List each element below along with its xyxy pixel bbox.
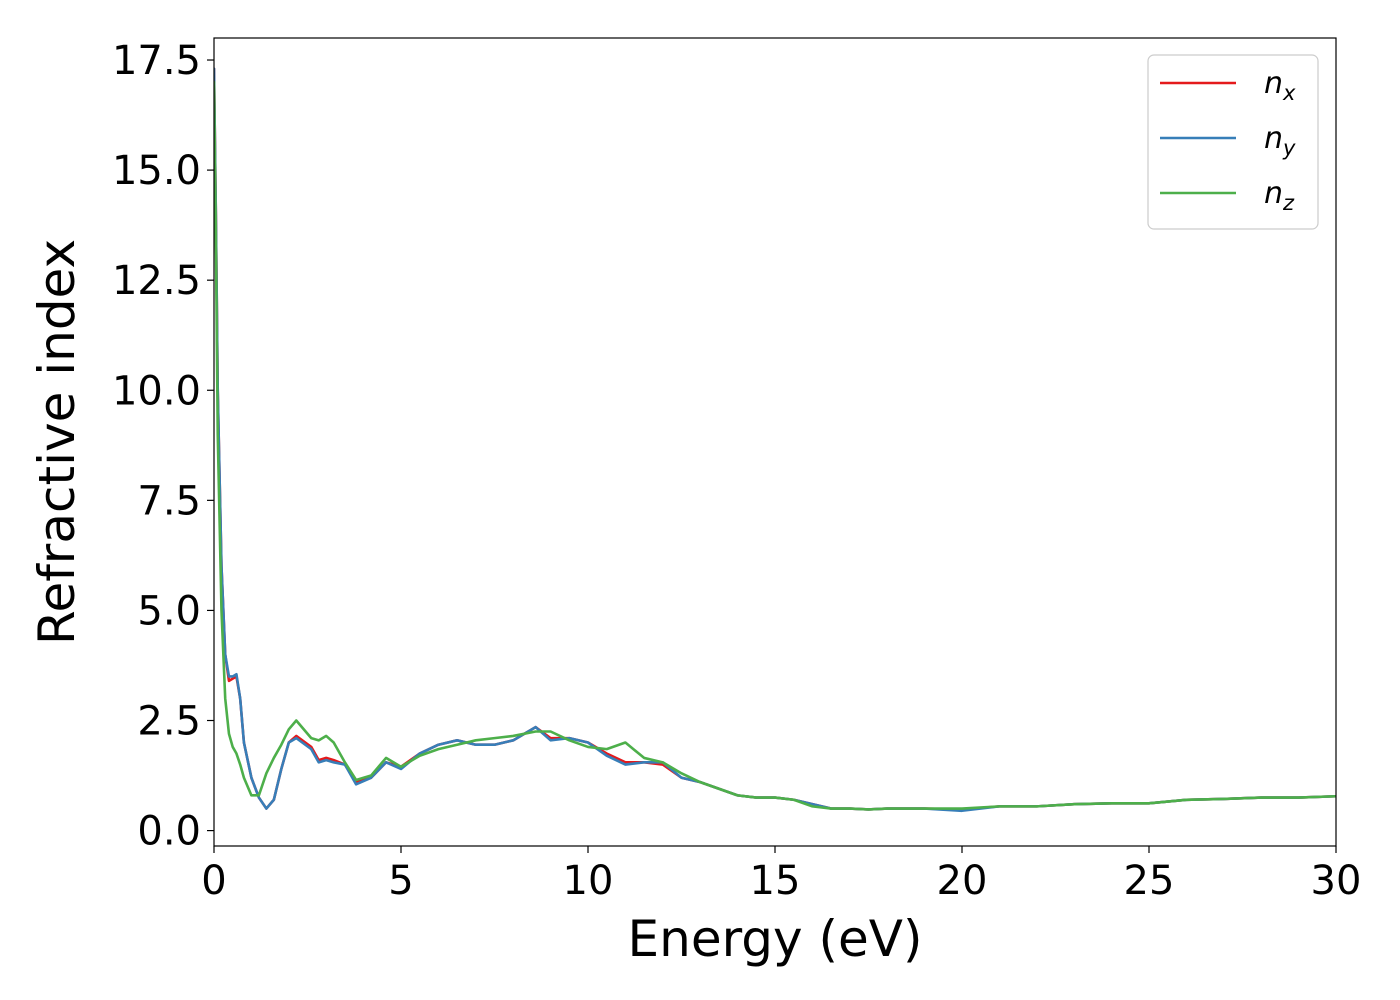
x-axis-label: Energy (eV) — [628, 910, 923, 968]
y-tick-label: 5.0 — [137, 588, 201, 634]
x-tick-label: 25 — [1124, 858, 1175, 904]
legend-box — [1147, 54, 1319, 230]
series-line-nz — [214, 80, 1336, 811]
y-axis-ticks: 0.0 2.5 5.0 7.5 10.0 12.5 15.0 17.5 — [112, 38, 214, 855]
y-tick-label: 0.0 — [137, 809, 201, 855]
y-tick-label: 12.5 — [112, 258, 201, 304]
legend-label-nx: nx — [1264, 66, 1296, 105]
x-tick-label: 30 — [1311, 858, 1362, 904]
y-tick-label: 17.5 — [112, 38, 201, 84]
y-axis-label: Refractive index — [28, 239, 86, 645]
x-tick-label: 5 — [388, 858, 413, 904]
y-tick-label: 2.5 — [137, 699, 201, 745]
x-axis-ticks: 0 5 10 15 20 25 30 — [201, 846, 1361, 904]
series-layer — [214, 67, 1336, 813]
legend-label-ny: ny — [1264, 121, 1296, 160]
x-tick-label: 20 — [937, 858, 988, 904]
x-tick-label: 10 — [563, 858, 614, 904]
y-tick-label: 7.5 — [137, 478, 201, 524]
x-tick-label: 15 — [750, 858, 801, 904]
legend: nx ny nz — [1147, 54, 1319, 230]
y-tick-label: 15.0 — [112, 148, 201, 194]
y-tick-label: 10.0 — [112, 368, 201, 414]
x-tick-label: 0 — [201, 858, 226, 904]
legend-label-nz: nz — [1264, 176, 1295, 215]
